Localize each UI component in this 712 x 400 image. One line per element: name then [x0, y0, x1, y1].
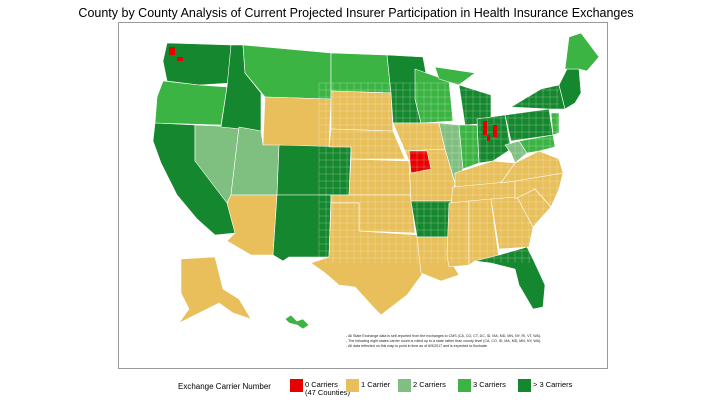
legend-swatch: [290, 379, 303, 392]
no-carrier-county-patch: [493, 125, 497, 137]
legend-label: 1 Carrier: [361, 380, 391, 389]
legend-label: > 3 Carriers: [533, 380, 573, 389]
map-notes: - All State Exchange data is self-report…: [346, 334, 606, 349]
legend-label: 0 Carriers: [305, 380, 338, 389]
legend-label: 2 Carriers: [413, 380, 446, 389]
legend-swatch: [458, 379, 471, 392]
us-county-map: [152, 32, 600, 330]
state-mississippi: [446, 200, 470, 268]
state-maine: [564, 32, 600, 72]
no-carrier-county-patch: [487, 135, 490, 141]
state-missouri-northwest: [408, 150, 432, 174]
state-wyoming: [262, 96, 332, 148]
state-kansas: [348, 158, 412, 196]
state-oregon: [154, 80, 228, 126]
note-line: - All data reflected on this map is poin…: [346, 344, 488, 348]
state-maryland: [518, 134, 556, 154]
no-carrier-county-patch: [177, 57, 183, 61]
note-line: - The following eight states carrier cou…: [346, 339, 542, 343]
no-carrier-county-patch: [483, 121, 487, 135]
legend-swatch: [346, 379, 359, 392]
state-hawaii: [284, 314, 310, 330]
state-iowa: [392, 122, 446, 152]
legend-title: Exchange Carrier Number: [178, 382, 271, 391]
state-texas: [310, 202, 424, 316]
state-arizona: [226, 194, 278, 256]
note-line: - All State Exchange data is self-report…: [346, 334, 542, 338]
legend-label: 3 Carriers: [473, 380, 506, 389]
state-florida: [474, 246, 546, 310]
state-west-virginia: [504, 140, 528, 164]
legend-swatch: [398, 379, 411, 392]
state-alaska: [178, 256, 252, 324]
legend-sublabel: (47 Counties): [305, 388, 351, 397]
map-title: County by County Analysis of Current Pro…: [78, 6, 634, 20]
no-carrier-county-patch: [169, 47, 175, 55]
legend-swatch: [518, 379, 531, 392]
legend: Exchange Carrier Number 0 Carriers (47 Co…: [0, 378, 712, 398]
